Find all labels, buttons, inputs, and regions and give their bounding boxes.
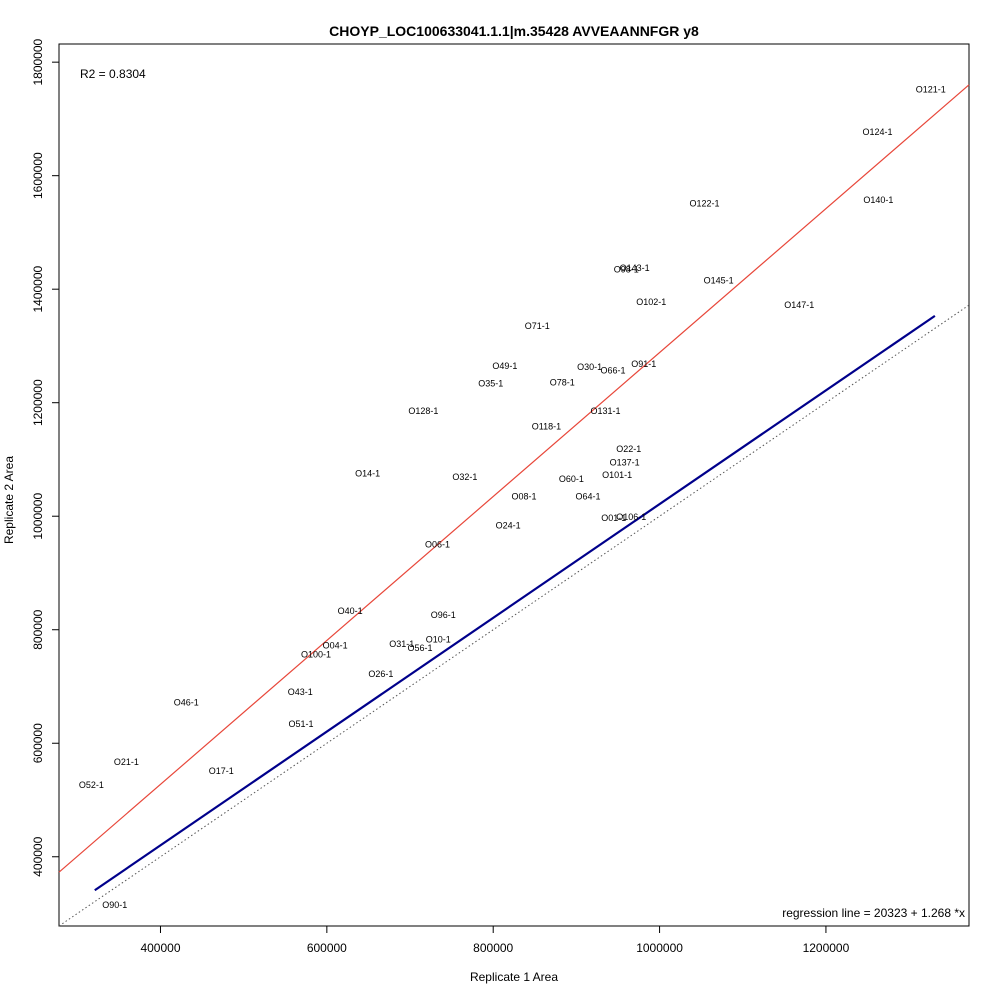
data-point-label: O131-1	[590, 406, 620, 416]
y-axis: 400000 600000 800000 1000000 1200000 1400000 1…	[31, 38, 59, 877]
data-point-label: O17-1	[209, 766, 234, 776]
data-point-label: O91-1	[631, 359, 656, 369]
y-tick-label: 1000000	[31, 493, 45, 540]
plot-frame	[58, 43, 970, 927]
data-point-label: O30-1	[577, 362, 602, 372]
data-point-label: O145-1	[704, 276, 734, 286]
data-point-label: O22-1	[616, 444, 641, 454]
data-point-label: O04-1	[323, 641, 348, 651]
data-point-label: O102-1	[636, 297, 666, 307]
data-point-label: O08-1	[511, 491, 536, 501]
data-point-label: O90-1	[102, 900, 127, 910]
data-point-label: O14-1	[355, 469, 380, 479]
y-tick-label: 400000	[31, 836, 45, 876]
x-tick-label: 1200000	[803, 941, 850, 955]
data-point-label: O66-1	[600, 365, 625, 375]
y-tick-label: 1200000	[31, 379, 45, 426]
y-tick-label: 1800000	[31, 38, 45, 85]
y-tick-label: 600000	[31, 723, 45, 763]
data-point-label: O21-1	[114, 757, 139, 767]
data-point-label: O128-1	[408, 406, 438, 416]
data-point-label: O40-1	[338, 606, 363, 616]
x-tick-label: 1000000	[636, 941, 683, 955]
regression-annotation: regression line = 20323 + 1.268 *x	[782, 906, 965, 920]
data-point-label: O01-1	[601, 513, 626, 523]
data-point-label: O35-1	[478, 378, 503, 388]
data-point-label: O124-1	[862, 127, 892, 137]
data-point-label: O100-1	[301, 650, 331, 660]
data-point-label: O43-1	[288, 687, 313, 697]
data-point-label: O10-1	[426, 634, 451, 644]
data-point-label: O56-1	[407, 643, 432, 653]
data-point-label: O147-1	[784, 300, 814, 310]
data-point-label: O24-1	[496, 520, 521, 530]
data-point-label: O101-1	[602, 470, 632, 480]
data-point-label: O121-1	[916, 84, 946, 94]
data-point-label: O118-1	[532, 422, 561, 432]
y-tick-label: 800000	[31, 609, 45, 649]
data-point-label: O137-1	[610, 457, 640, 467]
x-tick-label: 400000	[140, 941, 180, 955]
data-point-label: O49-1	[492, 361, 517, 371]
data-point-label: O46-1	[174, 697, 199, 707]
data-point-label: O96-1	[431, 610, 456, 620]
y-tick-label: 1600000	[31, 152, 45, 199]
r2-annotation: R2 = 0.8304	[80, 67, 146, 81]
y-axis-label: Replicate 2 Area	[2, 456, 16, 544]
chart-title: CHOYP_LOC100633041.1.1|m.35428 AVVEAANNF…	[329, 23, 699, 39]
data-point-label: O71-1	[525, 321, 550, 331]
data-point-label: O122-1	[689, 198, 719, 208]
data-point-label: O51-1	[289, 719, 314, 729]
regression-line	[58, 84, 970, 873]
x-axis-label: Replicate 1 Area	[470, 970, 558, 984]
data-point-label: O32-1	[452, 472, 477, 482]
x-axis: 400000 600000 800000 1000000 1200000	[140, 926, 850, 955]
data-point-label: O31-1	[389, 639, 414, 649]
identity-line	[58, 304, 970, 927]
data-point-label: O78-1	[550, 377, 575, 387]
data-point-label: O106-1	[616, 512, 646, 522]
data-point-label: O64-1	[576, 491, 601, 501]
reference-lines	[58, 84, 970, 927]
data-point-label: O98-1	[614, 264, 639, 274]
data-point-label: O52-1	[79, 780, 104, 790]
data-point-label: O26-1	[368, 669, 393, 679]
x-tick-label: 800000	[473, 941, 513, 955]
data-point-label: O143-1	[620, 263, 650, 273]
fit-line	[94, 314, 936, 892]
y-tick-label: 1400000	[31, 266, 45, 313]
x-tick-label: 600000	[307, 941, 347, 955]
data-point-label: O140-1	[863, 195, 893, 205]
data-point-label: O06-1	[425, 540, 450, 550]
data-point-label: O60-1	[559, 474, 584, 484]
